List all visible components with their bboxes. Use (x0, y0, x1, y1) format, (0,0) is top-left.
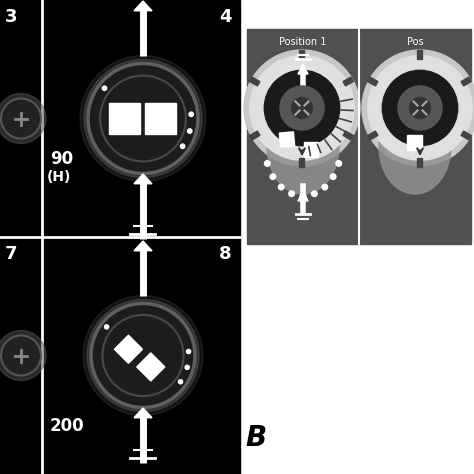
Text: Pos: Pos (407, 37, 423, 47)
Bar (461, 77, 471, 86)
Bar (250, 77, 260, 86)
Circle shape (264, 70, 340, 146)
Text: 200: 200 (50, 417, 85, 435)
Bar (461, 131, 471, 140)
Text: 8: 8 (219, 245, 232, 263)
Circle shape (244, 50, 360, 166)
Bar (145, 103, 176, 134)
Bar (247, 29, 471, 244)
Bar (343, 131, 353, 140)
Circle shape (185, 365, 189, 369)
Bar (299, 158, 304, 167)
Text: 7: 7 (5, 245, 18, 263)
Bar (343, 77, 353, 86)
Bar (407, 135, 422, 149)
Circle shape (292, 98, 312, 118)
Polygon shape (134, 408, 152, 418)
Circle shape (311, 191, 317, 197)
Circle shape (189, 112, 193, 117)
Circle shape (280, 86, 324, 130)
Text: 90: 90 (50, 150, 73, 168)
Polygon shape (298, 64, 308, 74)
Polygon shape (134, 1, 152, 11)
Circle shape (330, 174, 336, 180)
Circle shape (410, 98, 430, 118)
Circle shape (0, 330, 46, 381)
Circle shape (278, 184, 284, 190)
Circle shape (84, 60, 202, 177)
Circle shape (186, 349, 191, 354)
Circle shape (80, 55, 206, 182)
Bar (299, 50, 304, 59)
Circle shape (0, 93, 46, 144)
Circle shape (178, 380, 182, 384)
Bar (417, 50, 422, 59)
Bar (250, 131, 260, 140)
Polygon shape (304, 142, 318, 156)
Text: (H): (H) (47, 170, 72, 184)
Circle shape (383, 70, 458, 146)
Polygon shape (298, 191, 308, 201)
Polygon shape (134, 174, 152, 184)
Circle shape (368, 56, 472, 160)
Polygon shape (279, 132, 295, 147)
Bar (417, 158, 422, 167)
Bar (368, 131, 378, 140)
Circle shape (362, 50, 474, 166)
Ellipse shape (267, 99, 339, 194)
Circle shape (105, 325, 109, 329)
Circle shape (289, 191, 294, 197)
Circle shape (398, 86, 442, 130)
Polygon shape (137, 353, 165, 381)
Circle shape (250, 56, 354, 160)
Circle shape (322, 184, 328, 190)
Circle shape (270, 174, 276, 180)
Polygon shape (134, 241, 152, 251)
Circle shape (300, 193, 306, 199)
Circle shape (336, 161, 341, 166)
Circle shape (188, 129, 192, 133)
Text: B: B (245, 424, 266, 452)
Bar (109, 103, 140, 134)
Circle shape (1, 336, 41, 375)
Bar (368, 77, 378, 86)
Circle shape (1, 99, 41, 138)
Ellipse shape (379, 99, 451, 194)
Circle shape (83, 295, 203, 416)
Text: 4: 4 (219, 8, 232, 26)
Text: Position 1: Position 1 (279, 37, 327, 47)
Circle shape (88, 64, 198, 173)
Bar (0, 0, 240, 474)
Circle shape (91, 303, 195, 408)
Circle shape (264, 161, 270, 166)
Text: 3: 3 (5, 8, 18, 26)
Circle shape (181, 144, 185, 148)
Circle shape (87, 300, 199, 411)
Circle shape (102, 86, 107, 91)
Polygon shape (114, 335, 143, 363)
